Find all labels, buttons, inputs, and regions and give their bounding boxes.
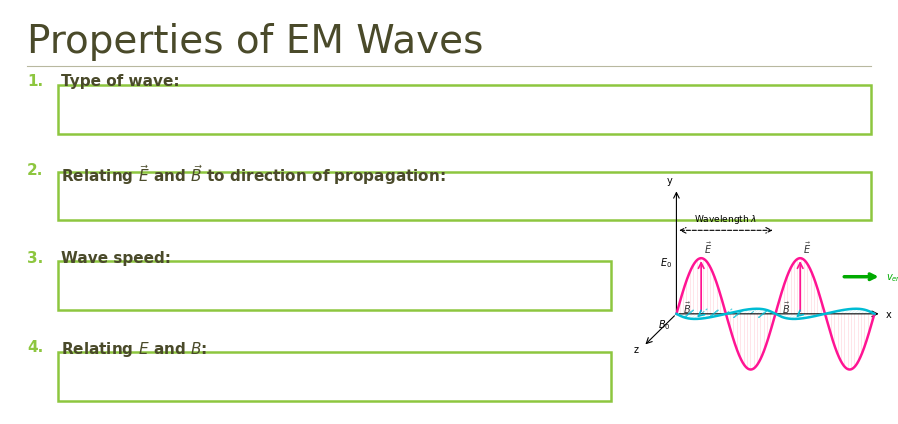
Text: Properties of EM Waves: Properties of EM Waves bbox=[27, 23, 483, 61]
Text: $\vec{B}$: $\vec{B}$ bbox=[683, 301, 691, 316]
Text: 3.: 3. bbox=[27, 251, 43, 266]
Bar bbox=[58, 172, 871, 220]
Text: $B_0$: $B_0$ bbox=[657, 318, 670, 332]
Text: y: y bbox=[667, 176, 673, 186]
Text: $\vec{E}$: $\vec{E}$ bbox=[803, 240, 811, 256]
Text: Wavelength $\lambda$: Wavelength $\lambda$ bbox=[694, 213, 758, 226]
Text: $v_{em}$: $v_{em}$ bbox=[886, 272, 898, 284]
Text: $\vec{E}$: $\vec{E}$ bbox=[703, 240, 712, 256]
Bar bbox=[58, 261, 611, 310]
Text: 4.: 4. bbox=[27, 340, 43, 355]
Text: Relating $E$ and $B$:: Relating $E$ and $B$: bbox=[61, 340, 207, 359]
Text: Type of wave:: Type of wave: bbox=[61, 74, 180, 89]
Text: 2.: 2. bbox=[27, 163, 43, 178]
Text: $E_0$: $E_0$ bbox=[660, 257, 672, 271]
Text: 1.: 1. bbox=[27, 74, 43, 89]
Text: $\vec{B}$: $\vec{B}$ bbox=[782, 301, 790, 316]
Bar bbox=[58, 85, 871, 134]
Text: z: z bbox=[634, 345, 639, 355]
Text: x: x bbox=[886, 310, 892, 321]
Text: Wave speed:: Wave speed: bbox=[61, 251, 171, 266]
Bar bbox=[58, 352, 611, 401]
Text: Relating $\vec{E}$ and $\vec{B}$ to direction of propagation:: Relating $\vec{E}$ and $\vec{B}$ to dire… bbox=[61, 163, 445, 187]
